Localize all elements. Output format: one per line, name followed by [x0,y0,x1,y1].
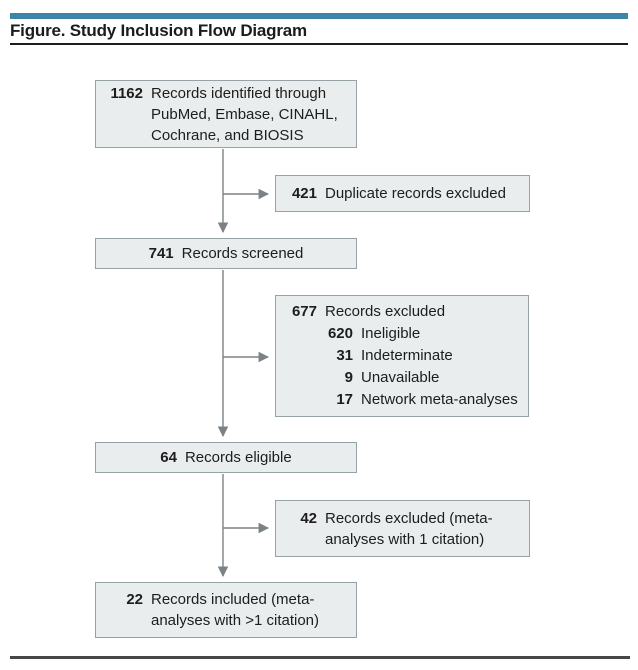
records-identified-label: Records identified through PubMed, Embas… [151,83,338,146]
reason-count: 17 [336,391,353,408]
reason-label: Indeterminate [361,347,453,364]
reason-label: Network meta-analyses [361,391,518,408]
box-records-included: 22 Records included (meta- analyses with… [95,582,357,638]
label-line: Cochrane, and BIOSIS [151,126,304,144]
exclusion-reason-row: 620 Ineligible [289,323,518,345]
exclusion-reason-row: 17 Network meta-analyses [289,389,518,411]
reason-label: Unavailable [361,369,440,386]
reason-count: 31 [336,347,353,364]
reason-count: 9 [344,369,353,386]
box-row: 741 Records screened [149,243,304,264]
box-row: 22 Records included (meta- analyses with… [106,589,346,631]
label-line: analyses with >1 citation) [151,612,320,629]
duplicates-excluded-label: Duplicate records excluded [325,185,506,202]
label-line: Records identified through [151,84,327,102]
duplicates-excluded-count: 421 [291,185,317,202]
records-eligible-label: Records eligible [184,449,292,466]
box-row: 42 Records excluded (meta- analyses with… [289,508,519,550]
records-screened-label: Records screened [181,245,304,262]
label-line: Records included (meta- [151,591,315,608]
label-line: analyses with 1 citation) [325,530,485,548]
label-line: Records excluded (meta- [325,509,493,527]
records-included-label: Records included (meta- analyses with >1… [151,589,319,631]
box-records-eligible: 64 Records eligible [95,442,357,473]
exclusion-reason-row: 9 Unavailable [289,367,518,389]
reason-label: Ineligible [361,325,421,342]
reason-count: 620 [327,325,353,342]
box-row: 421 Duplicate records excluded [289,183,519,204]
accent-bar [10,13,628,19]
box-row: 64 Records eligible [160,447,291,468]
box-records-excluded: 677 Records excluded 620 Ineligible 31 I… [275,295,529,417]
records-screened-count: 741 [148,245,174,262]
box-records-identified: 1162 Records identified through PubMed, … [95,80,357,148]
exclusion-reason-row: 31 Indeterminate [289,345,518,367]
label-line: PubMed, Embase, CINAHL, [151,105,338,123]
title-rule [10,43,628,45]
box-meta-excluded: 42 Records excluded (meta- analyses with… [275,500,530,557]
records-excluded-count: 677 [291,303,317,320]
records-excluded-label: Records excluded [325,303,446,320]
box-row: 1162 Records identified through PubMed, … [106,83,346,146]
records-eligible-count: 64 [160,449,177,466]
figure-title: Figure. Study Inclusion Flow Diagram [10,21,307,40]
meta-excluded-label: Records excluded (meta- analyses with 1 … [325,508,493,550]
meta-excluded-count: 42 [300,509,317,527]
records-included-count: 22 [126,591,143,608]
box-records-screened: 741 Records screened [95,238,357,269]
box-duplicates-excluded: 421 Duplicate records excluded [275,175,530,212]
bottom-rule [10,656,630,659]
box-row: 677 Records excluded [289,301,518,323]
records-identified-count: 1162 [110,84,143,102]
